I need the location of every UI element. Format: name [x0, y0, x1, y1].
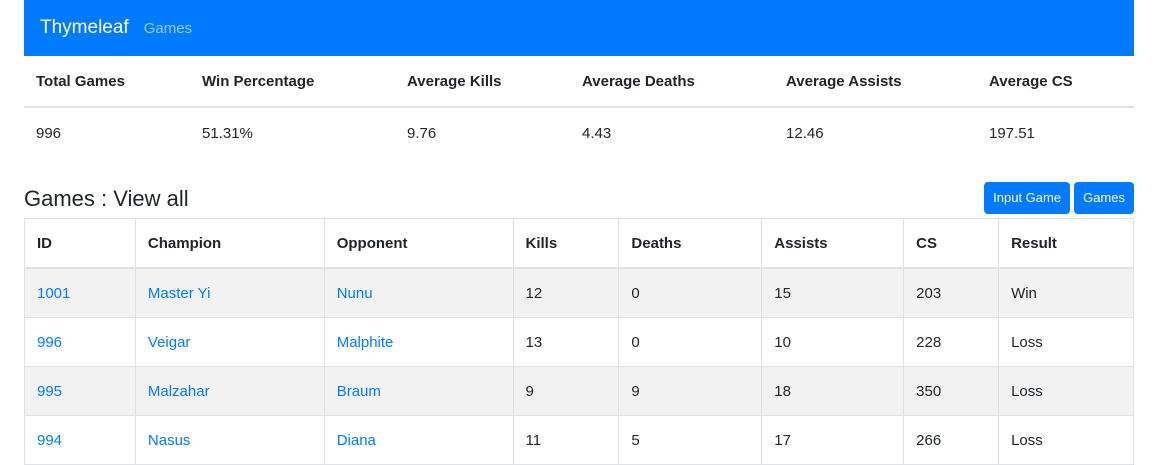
- games-button[interactable]: Games: [1074, 182, 1134, 214]
- games-section-header: Games : View all Input Game Games: [24, 182, 1134, 218]
- stats-value-row: 996 51.31% 9.76 4.43 12.46 197.51: [24, 107, 1134, 158]
- navbar-brand[interactable]: Thymeleaf: [40, 17, 129, 38]
- table-row: 995 Malzahar Braum 9 9 18 350 Loss: [24, 366, 1134, 416]
- cs-cell: 228: [903, 317, 1000, 367]
- games-button-group: Input Game Games: [984, 182, 1134, 214]
- table-row: 996 Veigar Malphite 13 0 10 228 Loss: [24, 317, 1134, 367]
- stats-header-win-percentage: Win Percentage: [190, 56, 395, 108]
- stats-value-win-percentage: 51.31%: [202, 124, 253, 142]
- champion-link[interactable]: Nasus: [147, 431, 191, 449]
- deaths-cell: 0: [618, 317, 763, 367]
- stats-table: Total Games Win Percentage Average Kills…: [24, 56, 1134, 158]
- assists-cell: 10: [761, 317, 905, 367]
- game-id-link[interactable]: 995: [37, 382, 63, 400]
- kills-cell: 11: [512, 415, 620, 465]
- column-header-id: ID: [24, 218, 136, 269]
- column-header-deaths: Deaths: [618, 218, 763, 269]
- assists-cell: 17: [761, 415, 905, 465]
- stats-value-average-kills: 9.76: [407, 124, 437, 142]
- stats-value-average-cs: 197.51: [989, 124, 1035, 142]
- result-cell: Loss: [998, 366, 1134, 416]
- nav-link-games[interactable]: Games: [143, 19, 193, 37]
- cs-cell: 203: [903, 267, 1000, 318]
- table-row: 1001 Master Yi Nunu 12 0 15 203 Win: [24, 267, 1134, 318]
- stats-header-average-kills: Average Kills: [395, 56, 570, 108]
- stats-value-average-assists: 12.46: [786, 124, 824, 142]
- champion-link[interactable]: Malzahar: [147, 382, 210, 400]
- assists-cell: 15: [761, 267, 905, 318]
- opponent-link[interactable]: Braum: [336, 382, 381, 400]
- cs-cell: 266: [903, 415, 1000, 465]
- result-cell: Loss: [998, 415, 1134, 465]
- column-header-cs: CS: [903, 218, 1000, 269]
- input-game-button[interactable]: Input Game: [984, 182, 1071, 214]
- stats-header-total-games: Total Games: [24, 56, 190, 108]
- kills-cell: 13: [512, 317, 620, 367]
- kills-cell: 12: [512, 267, 620, 318]
- column-header-result: Result: [998, 218, 1134, 269]
- games-title: Games : View all: [24, 186, 189, 211]
- cs-cell: 350: [903, 366, 1000, 416]
- deaths-cell: 0: [618, 267, 763, 318]
- games-table: ID Champion Opponent Kills Deaths Assist…: [24, 218, 1134, 465]
- champion-link[interactable]: Master Yi: [147, 284, 211, 302]
- game-id-link[interactable]: 994: [37, 431, 63, 449]
- assists-cell: 18: [761, 366, 905, 416]
- game-id-link[interactable]: 996: [37, 333, 63, 351]
- column-header-opponent: Opponent: [323, 218, 514, 269]
- stats-value-total-games: 996: [36, 124, 62, 142]
- column-header-kills: Kills: [512, 218, 620, 269]
- champion-link[interactable]: Veigar: [147, 333, 191, 351]
- kills-cell: 9: [512, 366, 620, 416]
- stats-header-average-deaths: Average Deaths: [570, 56, 774, 108]
- deaths-cell: 9: [618, 366, 763, 416]
- opponent-link[interactable]: Nunu: [336, 284, 373, 302]
- deaths-cell: 5: [618, 415, 763, 465]
- result-cell: Loss: [998, 317, 1134, 367]
- opponent-link[interactable]: Malphite: [336, 333, 394, 351]
- result-cell: Win: [998, 267, 1134, 318]
- page-container: Thymeleaf Games Total Games Win Percenta…: [24, 0, 1134, 465]
- stats-value-average-deaths: 4.43: [582, 124, 612, 142]
- stats-header-average-assists: Average Assists: [774, 56, 977, 108]
- opponent-link[interactable]: Diana: [336, 431, 376, 449]
- game-id-link[interactable]: 1001: [37, 284, 71, 302]
- games-header-row: ID Champion Opponent Kills Deaths Assist…: [24, 218, 1134, 269]
- navbar: Thymeleaf Games: [24, 0, 1134, 56]
- stats-header-average-cs: Average CS: [977, 56, 1134, 108]
- stats-header-row: Total Games Win Percentage Average Kills…: [24, 56, 1134, 108]
- table-row: 994 Nasus Diana 11 5 17 266 Loss: [24, 415, 1134, 465]
- column-header-champion: Champion: [134, 218, 325, 269]
- column-header-assists: Assists: [761, 218, 905, 269]
